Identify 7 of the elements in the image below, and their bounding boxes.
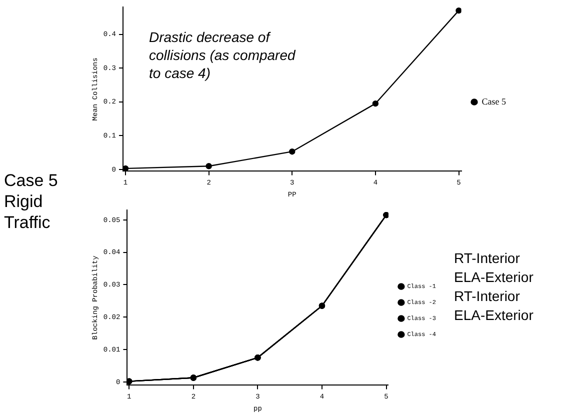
text: ELA-Exterior [454, 269, 534, 287]
annotation: Drastic decrease of collisions (as compared to case 4) [149, 29, 296, 82]
text: Case 5 Rigid Traffic [4, 170, 59, 233]
text: ELA-Exterior [454, 307, 534, 325]
legend-label: Case 5 [482, 96, 506, 106]
text: RT-Interior [454, 288, 521, 306]
text: RT-Interior [454, 250, 521, 268]
